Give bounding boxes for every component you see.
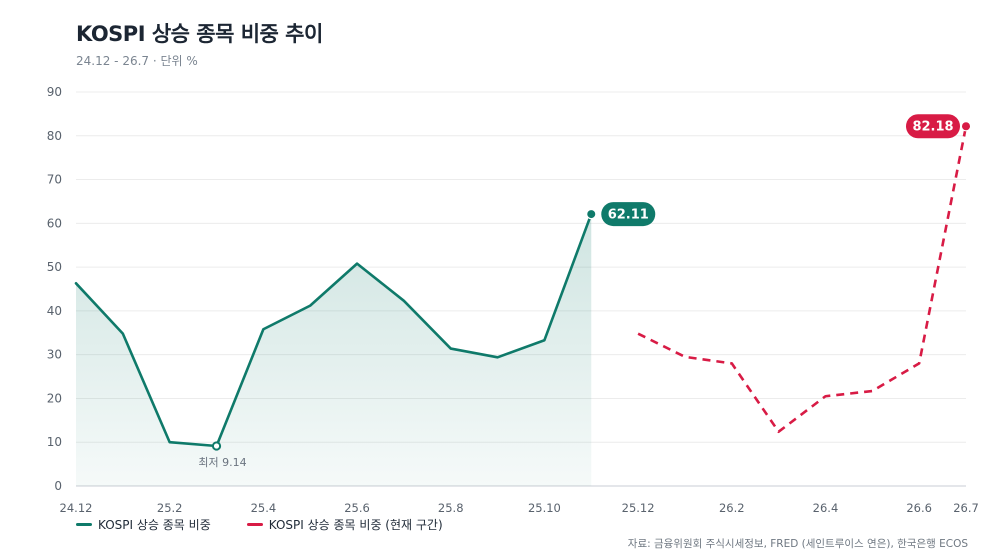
x-axis: 24.12 25.2 25.4 25.6 25.8 25.10 25.12 26.2 26.4 2…	[60, 501, 979, 515]
y-tick-label: 50	[47, 260, 62, 274]
endpoint-marker	[960, 121, 972, 132]
min-point-marker	[211, 441, 222, 451]
value-badge-bg	[601, 202, 656, 227]
x-tick-label: 25.8	[438, 501, 464, 515]
y-axis: 0 10 20 30 40 50 60 70 80 90	[47, 85, 62, 493]
legend-label-historical: KOSPI 상승 종목 비중	[98, 518, 211, 532]
value-badge: 82.18	[906, 114, 960, 139]
y-tick-label: 40	[47, 304, 62, 318]
x-tick-label: 26.6	[906, 501, 932, 515]
y-tick-label: 30	[47, 348, 62, 362]
x-tick-label: 25.12	[622, 501, 655, 515]
min-point-label: 최저 9.14	[198, 456, 246, 469]
x-tick-label: 25.2	[157, 501, 183, 515]
x-tick-label: 24.12	[60, 501, 93, 515]
series-lines	[74, 125, 968, 448]
legend-item-historical: KOSPI 상승 종목 비중	[76, 516, 211, 533]
y-tick-label: 80	[47, 129, 62, 143]
series-line-historical	[74, 212, 593, 448]
x-tick-label: 25.6	[344, 501, 370, 515]
legend-item-current: KOSPI 상승 종목 비중 (현재 구간)	[246, 516, 443, 533]
value-badge-text: 82.18	[912, 120, 953, 135]
series-line-current	[637, 125, 968, 434]
legend: KOSPI 상승 종목 비중 KOSPI 상승 종목 비중 (현재 구간)	[76, 516, 443, 533]
series-points	[211, 121, 972, 451]
y-tick-label: 10	[47, 435, 62, 449]
y-tick-label: 70	[47, 173, 62, 187]
endpoint-marker	[586, 208, 597, 220]
y-tick-label: 90	[47, 85, 62, 99]
x-tick-label: 25.10	[528, 501, 561, 515]
chart-title: KOSPI 상승 종목 비중 추이	[76, 22, 323, 46]
annotations: 최저 9.14 62.11 82.18	[198, 114, 960, 469]
x-tick-label: 26.2	[719, 501, 745, 515]
legend-swatch-historical	[76, 523, 92, 526]
x-tick-label: 26.4	[813, 501, 839, 515]
value-badge: 62.11	[601, 202, 656, 227]
y-tick-label: 20	[47, 391, 62, 405]
chart-subtitle: 24.12 - 26.7 · 단위 %	[76, 54, 198, 68]
y-tick-label: 60	[47, 216, 62, 230]
value-badge-bg	[906, 114, 960, 139]
y-tick-label: 0	[54, 479, 62, 493]
x-tick-label: 26.7	[953, 501, 979, 515]
area-historical	[76, 214, 592, 486]
source-note: 자료: 금융위원회 주식시세정보, FRED (세인트루이스 연은), 한국은행…	[627, 538, 968, 550]
area-fill	[76, 214, 592, 486]
x-tick-label: 25.4	[251, 501, 277, 515]
value-badge-text: 62.11	[608, 208, 649, 223]
legend-swatch-current	[246, 523, 263, 526]
legend-label-current: KOSPI 상승 종목 비중 (현재 구간)	[268, 518, 443, 532]
